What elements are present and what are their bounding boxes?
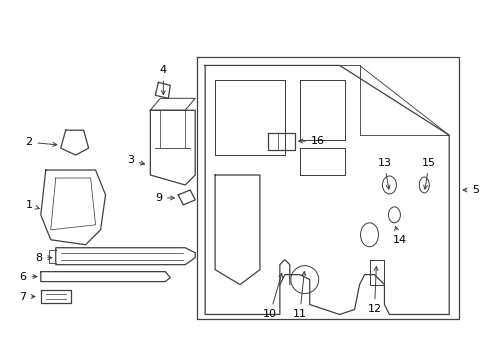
Text: 11: 11 (292, 271, 306, 319)
Text: 5: 5 (462, 185, 478, 195)
Text: 10: 10 (263, 273, 282, 319)
Text: 15: 15 (422, 158, 435, 189)
Text: 16: 16 (298, 136, 324, 146)
Text: 1: 1 (25, 200, 39, 210)
Text: 6: 6 (20, 272, 37, 282)
Text: 4: 4 (160, 66, 166, 94)
Text: 9: 9 (155, 193, 174, 203)
Text: 7: 7 (19, 292, 35, 302)
Text: 2: 2 (25, 137, 57, 147)
Text: 12: 12 (366, 266, 381, 315)
Text: 13: 13 (377, 158, 391, 189)
Text: 14: 14 (391, 226, 406, 245)
Text: 3: 3 (127, 155, 144, 165)
Text: 8: 8 (35, 253, 52, 263)
